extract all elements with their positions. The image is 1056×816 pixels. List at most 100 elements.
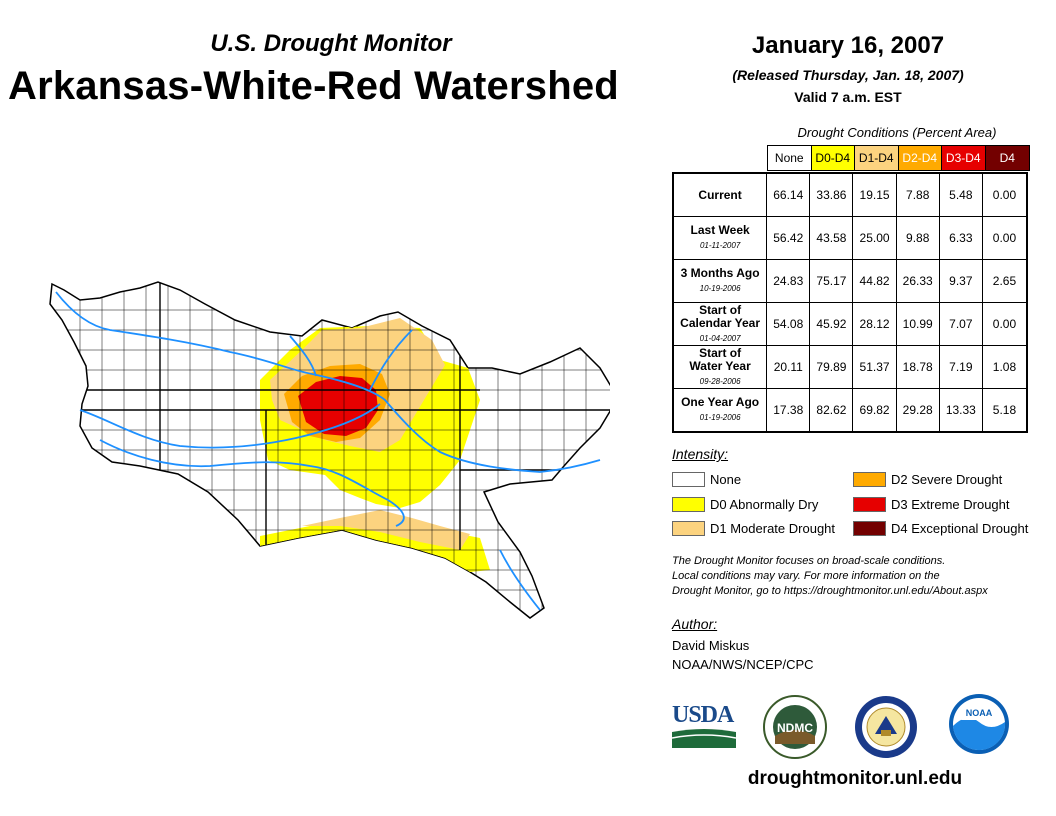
author-name: David Miskus [672,638,750,653]
legend-label: D2 Severe Drought [891,472,1003,487]
note-line-3: Drought Monitor, go to https://droughtmo… [672,585,988,597]
table-cell: 6.33 [940,217,983,259]
map-subtitle: U.S. Drought Monitor [210,30,452,57]
row-label: 3 Months Ago 10-19-2006 [674,260,768,302]
table-cell: 25.00 [853,217,897,259]
rivers [55,291,601,611]
legend-item: D3 Extreme Drought [853,497,1010,512]
table-cell: 28.12 [853,303,897,345]
table-cell: 0.00 [992,231,1017,245]
table-row: Start of Water Year 09-28-2006 20.11 79.89 5… [674,346,1026,389]
table-cell: 69.82 [853,389,897,431]
noaa-logo: NOAA [949,694,1009,754]
table-cell: 5.18 [992,403,1017,417]
legend-swatch [853,521,886,536]
table-cell: 19.15 [853,174,897,216]
row-date: 01-11-2007 [699,241,741,250]
table-cell: 1.08 [992,360,1017,374]
row-date: 09-28-2006 [699,376,741,386]
state-lines [50,282,610,618]
map-title: Arkansas-White-Red Watershed [8,64,619,108]
ndmc-logo: NDMC [763,695,827,759]
column-header-d3-d4: D3-D4 [942,146,986,170]
row-date: 01-04-2007 [699,333,741,343]
row-label: One Year Ago 01-19-2006 [674,389,768,431]
table-cell: 51.37 [853,346,897,388]
row-label-text: Current [698,187,742,202]
map-date: January 16, 2007 [751,32,945,59]
column-header-d2-d4: D2-D4 [898,146,942,170]
site-url[interactable]: droughtmonitor.unl.edu [747,768,963,789]
row-label: Start of Water Year 09-28-2006 [674,346,768,388]
table-cell: 2.65 [992,274,1017,288]
legend-swatch [853,472,886,487]
table-row: 3 Months Ago 10-19-2006 24.83 75.17 44.82 26.… [674,260,1026,303]
note-line-2: Local conditions may vary. For more info… [672,570,940,582]
table-caption: Drought Conditions (Percent Area) [797,125,997,140]
table-cell: 7.19 [940,346,983,388]
table-cell: 82.62 [810,389,854,431]
d3-area [298,376,378,436]
table-cell: 79.89 [810,346,854,388]
table-row: One Year Ago 01-19-2006 17.38 82.62 69.82 29.… [674,389,1026,431]
table-cell: 26.33 [897,260,940,302]
legend-swatch [672,521,705,536]
column-header-d1-d4: D1-D4 [855,146,899,170]
table-cell: 17.38 [767,389,811,431]
svg-text:NOAA: NOAA [966,708,993,718]
drought-monitor-note: The Drought Monitor focuses on broad-sca… [672,554,1042,599]
table-cell: 20.11 [767,346,811,388]
row-label-text: Last Week [690,223,750,237]
legend-label: D0 Abnormally Dry [710,497,819,512]
row-label-text: Start of Calendar Year [680,302,760,330]
usda-logo-text: USDA [672,702,734,728]
usda-logo: USDA [671,702,737,750]
table-cell: 66.14 [767,174,811,216]
author-title: Author: [672,616,718,632]
doc-seal-logo [855,696,917,758]
legend-title: Intensity: [672,446,729,462]
table-cell: 43.58 [810,217,854,259]
note-line-1: The Drought Monitor focuses on broad-sca… [672,555,946,567]
valid-time: Valid 7 a.m. EST [794,89,902,105]
row-label: Start of Calendar Year 01-04-2007 [674,302,768,345]
legend-label: D4 Exceptional Drought [891,521,1029,536]
table-cell: 13.33 [940,389,983,431]
legend-item: D1 Moderate Drought [672,521,835,536]
row-label: Current [674,174,768,216]
table-cell: 45.92 [810,303,854,345]
table-cell: 0.00 [992,317,1017,331]
legend-item: D2 Severe Drought [853,472,1002,487]
legend-label: D1 Moderate Drought [710,521,836,536]
table-row: Start of Calendar Year 01-04-2007 54.08 45.… [674,303,1026,346]
table-cell: 18.78 [897,346,940,388]
legend-item: D4 Exceptional Drought [853,521,1028,536]
row-label-text: One Year Ago [681,395,760,409]
column-header-d4: D4 [985,146,1029,170]
column-header-d0-d4: D0-D4 [811,146,855,170]
table-cell: 29.28 [897,389,940,431]
author-org: NOAA/NWS/NCEP/CPC [672,657,814,672]
legend-label: D3 Extreme Drought [891,497,1010,512]
row-date: 01-19-2006 [699,413,741,422]
table-cell: 44.82 [853,260,897,302]
row-label: Last Week 01-11-2007 [674,217,768,259]
legend-item: None [672,472,741,487]
legend-item: D0 Abnormally Dry [672,497,818,512]
column-header-none: None [768,146,812,170]
legend-swatch [672,472,705,487]
table-cell: 56.42 [767,217,811,259]
table-cell: 33.86 [810,174,854,216]
table-cell: 5.48 [940,174,983,216]
legend-swatch [853,497,886,512]
row-label-text: 3 Months Ago [680,266,760,280]
legend-swatch [672,497,705,512]
table-cell: 9.37 [940,260,983,302]
table-cell: 24.83 [767,260,811,302]
table-header-row: None D0-D4 D1-D4 D2-D4 D3-D4 D4 [767,145,1030,171]
table-row: Last Week 01-11-2007 56.42 43.58 25.00 9.88 6.… [674,217,1026,260]
legend-label: None [710,472,742,487]
table-cell: 9.88 [897,217,940,259]
table-cell: 0.00 [992,188,1017,202]
row-date: 10-19-2006 [699,284,741,293]
